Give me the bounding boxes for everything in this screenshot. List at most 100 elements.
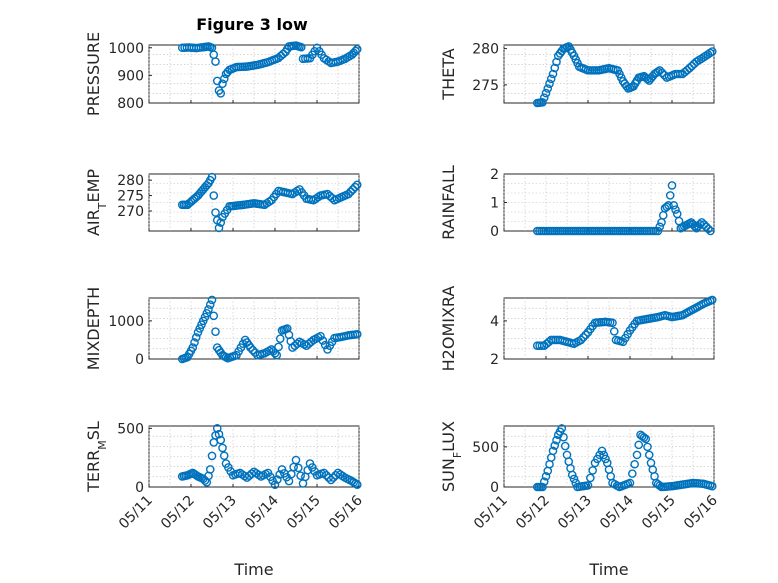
data-point — [348, 185, 358, 194]
data-point — [567, 470, 577, 480]
data-point — [538, 482, 547, 492]
data-point — [191, 333, 201, 342]
data-point — [538, 97, 547, 107]
subplot-rainfall: 0 1 2 RAINFALL — [439, 165, 715, 240]
y-tick-label: 4 — [490, 314, 499, 330]
data-point — [543, 84, 553, 93]
data-point — [664, 201, 673, 210]
data-point — [270, 348, 280, 358]
data-point — [344, 189, 353, 199]
y-tick-label: 0 — [490, 480, 499, 496]
data-point — [274, 342, 283, 352]
data-point — [207, 172, 217, 182]
x-axis-label: Time — [233, 560, 273, 579]
y-tick-label: 500 — [117, 421, 144, 437]
data-point — [205, 300, 215, 309]
subplot-h2omixra: 2 4 H2OMIXRA — [439, 286, 717, 372]
data-point — [352, 44, 362, 54]
subplot-pressure: 800 900 1000 PRESSURE — [84, 32, 362, 116]
y-axis-label: SUNFLUX — [439, 421, 464, 492]
data-point — [296, 471, 305, 480]
data-point — [350, 182, 360, 192]
y-axis-label: H2OMIXRA — [439, 286, 458, 372]
data-point — [296, 42, 306, 52]
data-point — [320, 340, 330, 350]
x-tick-label: 05/13 — [555, 493, 595, 533]
data-point — [205, 465, 215, 474]
y-tick-label: 1000 — [108, 314, 144, 330]
data-point — [319, 468, 329, 478]
data-point — [546, 74, 556, 84]
data-point — [707, 295, 717, 305]
data-point — [539, 477, 549, 486]
data-point — [655, 481, 665, 490]
data-point — [216, 218, 226, 227]
data-point — [541, 471, 551, 481]
data-point — [207, 451, 217, 461]
data-point — [275, 334, 285, 343]
subplot-sun-flux: 0 500 05/11 05/12 05/13 05/14 05/15 05/16 SUNFLU… — [439, 421, 721, 579]
data-point — [351, 46, 360, 56]
data-point — [630, 459, 639, 469]
data-point — [270, 480, 280, 489]
data-point — [294, 463, 303, 473]
data-point — [685, 63, 694, 73]
y-tick-label: 280 — [117, 173, 144, 189]
y-tick-label: 0 — [490, 224, 499, 240]
data-point — [643, 442, 652, 452]
data-point — [704, 224, 713, 234]
data-point — [599, 450, 609, 460]
data-point — [291, 455, 301, 465]
y-tick-label: 800 — [117, 96, 144, 112]
data-point — [655, 66, 665, 75]
data-point — [219, 451, 229, 461]
data-point — [601, 454, 610, 464]
x-axis-label: Time — [588, 560, 628, 579]
x-tick-label: 05/14 — [242, 492, 282, 532]
data-point — [576, 335, 586, 345]
data-point — [190, 338, 199, 347]
data-point — [272, 350, 282, 360]
data-point — [667, 181, 677, 190]
data-point — [653, 67, 663, 76]
data-point — [329, 473, 338, 482]
x-tick-label: 05/12 — [513, 493, 553, 533]
y-tick-label: 275 — [472, 78, 499, 94]
y-tick-label: 2 — [490, 167, 499, 183]
y-axis-label: TERRMSL — [84, 421, 109, 493]
data-point — [209, 191, 219, 200]
subplot-mixdepth: 0 1000 MIXDEPTH — [84, 287, 362, 370]
data-point — [552, 435, 561, 445]
x-tick-label: 05/13 — [200, 493, 240, 533]
data-point — [559, 432, 568, 442]
data-point — [548, 446, 558, 456]
data-point — [583, 481, 593, 490]
x-tick-label: 05/12 — [158, 493, 198, 533]
data-point — [699, 220, 709, 229]
data-point — [211, 327, 220, 336]
data-point — [214, 429, 224, 439]
y-axis-label: MIXDEPTH — [84, 287, 103, 370]
data-point — [275, 470, 284, 479]
x-tick-label: 05/16 — [681, 492, 721, 532]
data-point — [560, 441, 570, 451]
figure-title: Figure 3 low — [196, 15, 308, 34]
data-point — [216, 435, 226, 445]
data-point — [351, 479, 360, 488]
data-point — [657, 68, 667, 78]
data-point — [705, 48, 715, 58]
x-tick-label: 05/14 — [597, 492, 637, 532]
data-point — [211, 208, 220, 217]
data-point — [581, 330, 590, 340]
x-tick-label: 05/16 — [326, 492, 366, 532]
y-tick-label: 280 — [472, 42, 499, 58]
data-point — [665, 191, 675, 200]
data-point — [212, 424, 222, 433]
y-tick-label: 900 — [117, 68, 144, 84]
data-point — [687, 61, 697, 71]
data-point — [653, 226, 663, 236]
data-point — [539, 93, 549, 102]
